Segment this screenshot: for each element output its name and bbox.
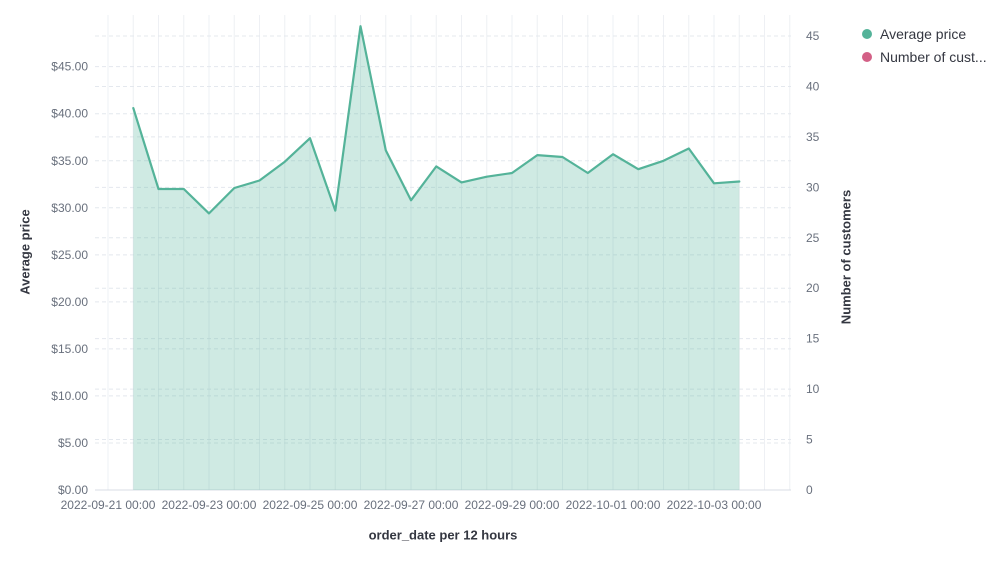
y-left-tick-label: $30.00: [51, 201, 88, 215]
x-axis-title: order_date per 12 hours: [368, 527, 518, 543]
y-left-tick-label: $20.00: [51, 295, 88, 309]
x-tick-label: 2022-09-27 00:00: [364, 498, 459, 512]
x-tick-label: 2022-09-23 00:00: [162, 498, 257, 512]
legend-dot-icon: [862, 28, 872, 39]
x-tick-label: 2022-10-03 00:00: [667, 498, 762, 512]
legend-dot-icon: [862, 51, 872, 62]
y-right-tick-label: 35: [806, 130, 820, 144]
y-right-tick-label: 40: [806, 79, 820, 93]
y-right-tick-label: 25: [806, 231, 820, 245]
y-right-tick-label: 45: [806, 29, 820, 43]
x-tick-label: 2022-10-01 00:00: [566, 498, 661, 512]
y-left-tick-label: $0.00: [58, 483, 88, 497]
legend-item-label: Number of cust...: [880, 48, 987, 65]
legend-item[interactable]: Number of cust...: [862, 45, 987, 68]
x-tick-label: 2022-09-29 00:00: [465, 498, 560, 512]
y-left-tick-label: $45.00: [51, 60, 88, 74]
legend: Average price Number of cust...: [862, 22, 987, 68]
price-line: [132, 25, 741, 215]
left-axis-title: Average price: [17, 209, 33, 295]
y-right-tick-label: 20: [806, 281, 820, 295]
y-right-tick-label: 30: [806, 180, 820, 194]
y-left-tick-label: $25.00: [51, 248, 88, 262]
y-left-tick-label: $5.00: [58, 436, 88, 450]
y-right-tick-label: 10: [806, 382, 820, 396]
y-left-tick-label: $40.00: [51, 107, 88, 121]
y-right-tick-label: 5: [806, 433, 813, 447]
y-right-tick-label: 15: [806, 332, 820, 346]
price-area-fill: [133, 26, 740, 490]
y-left-tick-label: $10.00: [51, 389, 88, 403]
legend-item[interactable]: Average price: [862, 22, 987, 45]
y-right-tick-label: 0: [806, 483, 813, 497]
x-tick-label: 2022-09-25 00:00: [263, 498, 358, 512]
legend-item-label: Average price: [880, 25, 967, 42]
y-left-tick-label: $15.00: [51, 342, 88, 356]
y-left-tick-label: $35.00: [51, 154, 88, 168]
x-tick-label: 2022-09-21 00:00: [61, 498, 156, 512]
right-axis-title: Number of customers: [838, 189, 854, 325]
